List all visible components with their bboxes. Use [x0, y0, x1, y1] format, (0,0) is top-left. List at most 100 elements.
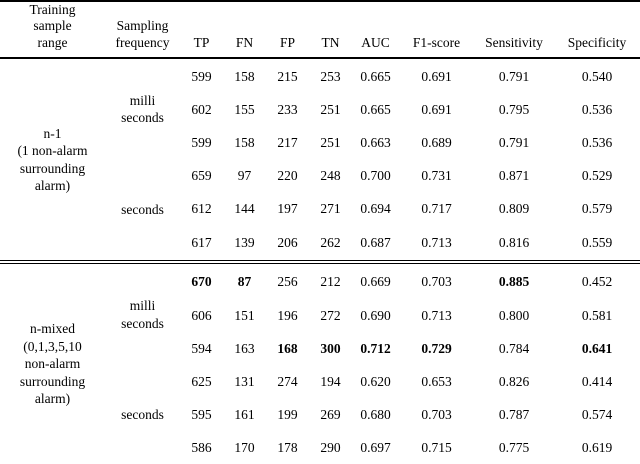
- cell-sensitivity: 0.791: [498, 68, 530, 84]
- cell-specificity: 0.619: [581, 439, 613, 455]
- cell-tn: 194: [320, 373, 341, 389]
- table-row: 586 170 178 290 0.697 0.715 0.775 0.619: [0, 431, 640, 464]
- table-row: 602 155 233 251 0.665 0.691 0.795 0.536: [0, 93, 640, 126]
- cell-sensitivity: 0.826: [498, 373, 530, 389]
- cell-f1-score: 0.715: [421, 439, 452, 455]
- cell-specificity: 0.641: [581, 340, 613, 356]
- table-row: 599 158 217 251 0.663 0.689 0.791 0.536: [0, 126, 640, 159]
- training-range-label: n-1 (1 non-alarm surrounding alarm): [17, 125, 88, 194]
- cell-tp: 594: [191, 340, 212, 356]
- table-row: seconds 625 131 274 194 0.620 0.653 0.826 0.414: [0, 365, 640, 422]
- cell-sensitivity: 0.809: [498, 201, 530, 217]
- cell-tp: 599: [191, 135, 212, 151]
- cell-auc: 0.690: [360, 307, 391, 323]
- cell-tn: 251: [320, 102, 341, 118]
- cell-specificity: 0.579: [581, 201, 613, 217]
- cell-fp: 196: [277, 307, 298, 323]
- cell-tp: 602: [191, 102, 212, 118]
- cell-fn: 131: [234, 373, 255, 389]
- cell-fn: 161: [234, 406, 255, 422]
- cell-tp: 606: [191, 307, 212, 323]
- cell-tn: 262: [320, 234, 341, 250]
- sampling-frequency-label: seconds: [121, 201, 164, 217]
- header-sensitivity: Sensitivity: [485, 34, 543, 50]
- cell-fp: 197: [277, 201, 298, 217]
- cell-specificity: 0.536: [581, 102, 613, 118]
- cell-f1-score: 0.703: [421, 273, 452, 289]
- header-f1-score: F1-score: [412, 34, 461, 50]
- sampling-frequency-label: milli seconds: [121, 297, 164, 331]
- header-tn: TN: [321, 34, 340, 50]
- cell-sensitivity: 0.816: [498, 234, 530, 250]
- cell-fp: 178: [277, 439, 298, 455]
- cell-tp: 612: [191, 201, 212, 217]
- cell-fp: 168: [277, 340, 298, 356]
- cell-tn: 300: [320, 340, 341, 356]
- cell-auc: 0.680: [360, 406, 391, 422]
- header-tp: TP: [193, 34, 210, 50]
- table-row: seconds 659 97 220 248 0.700 0.731 0.871 0.529: [0, 159, 640, 217]
- cell-specificity: 0.574: [581, 406, 613, 422]
- cell-sensitivity: 0.795: [498, 102, 530, 118]
- cell-fn: 87: [237, 273, 252, 289]
- cell-fn: 155: [234, 102, 255, 118]
- cell-tp: 670: [191, 273, 212, 289]
- cell-sensitivity: 0.787: [498, 406, 530, 422]
- cell-tn: 290: [320, 439, 341, 455]
- cell-sensitivity: 0.871: [498, 168, 530, 184]
- cell-f1-score: 0.717: [421, 201, 452, 217]
- cell-fn: 170: [234, 439, 255, 455]
- cell-fp: 274: [277, 373, 298, 389]
- cell-fp: 256: [277, 273, 298, 289]
- cell-f1-score: 0.729: [421, 340, 452, 356]
- cell-sensitivity: 0.885: [498, 273, 530, 289]
- cell-tn: 212: [320, 273, 341, 289]
- table-row: 595 161 199 269 0.680 0.703 0.787 0.574: [0, 398, 640, 431]
- cell-sensitivity: 0.791: [498, 135, 530, 151]
- cell-tp: 586: [191, 439, 212, 455]
- cell-sensitivity: 0.800: [498, 307, 530, 323]
- table-row: n-1 (1 non-alarm surrounding alarm) milli…: [0, 58, 640, 194]
- cell-auc: 0.620: [360, 373, 391, 389]
- cell-fp: 199: [277, 406, 298, 422]
- header-fp: FP: [279, 34, 296, 50]
- table-row: 617 139 206 262 0.687 0.713 0.816 0.559: [0, 225, 640, 262]
- cell-specificity: 0.536: [581, 135, 613, 151]
- header-specificity: Specificity: [567, 34, 627, 50]
- cell-auc: 0.694: [360, 201, 391, 217]
- cell-f1-score: 0.691: [421, 68, 452, 84]
- table-header: Training sample range Sampling frequency T…: [0, 1, 640, 59]
- cell-tn: 251: [320, 135, 341, 151]
- cell-tp: 595: [191, 406, 212, 422]
- cell-fn: 97: [237, 168, 252, 184]
- table-row: 606 151 196 272 0.690 0.713 0.800 0.581: [0, 299, 640, 332]
- cell-tn: 253: [320, 68, 341, 84]
- cell-fn: 158: [234, 135, 255, 151]
- cell-sensitivity: 0.775: [498, 439, 530, 455]
- cell-f1-score: 0.703: [421, 406, 452, 422]
- table-row: 612 144 197 271 0.694 0.717 0.809 0.579: [0, 192, 640, 225]
- cell-f1-score: 0.713: [421, 307, 452, 323]
- table-row: 594 163 168 300 0.712 0.729 0.784 0.641: [0, 332, 640, 365]
- cell-specificity: 0.559: [581, 234, 613, 250]
- cell-specificity: 0.540: [581, 68, 613, 84]
- cell-auc: 0.712: [360, 340, 391, 356]
- cell-auc: 0.700: [360, 168, 391, 184]
- table-group-2: n-mixed (0,1,3,5,10 non-alarm surroundin…: [0, 262, 640, 464]
- cell-auc: 0.665: [360, 68, 391, 84]
- sampling-frequency-label: seconds: [121, 406, 164, 422]
- table-group-1: n-1 (1 non-alarm surrounding alarm) milli…: [0, 58, 640, 262]
- cell-tn: 271: [320, 201, 341, 217]
- cell-auc: 0.663: [360, 135, 391, 151]
- cell-tn: 248: [320, 168, 341, 184]
- cell-specificity: 0.452: [581, 273, 613, 289]
- cell-specificity: 0.529: [581, 168, 613, 184]
- cell-f1-score: 0.713: [421, 234, 452, 250]
- sampling-frequency-label: milli seconds: [121, 92, 164, 126]
- cell-fn: 158: [234, 68, 255, 84]
- cell-fp: 206: [277, 234, 298, 250]
- cell-fn: 163: [234, 340, 255, 356]
- table-row: n-mixed (0,1,3,5,10 non-alarm surroundin…: [0, 262, 640, 407]
